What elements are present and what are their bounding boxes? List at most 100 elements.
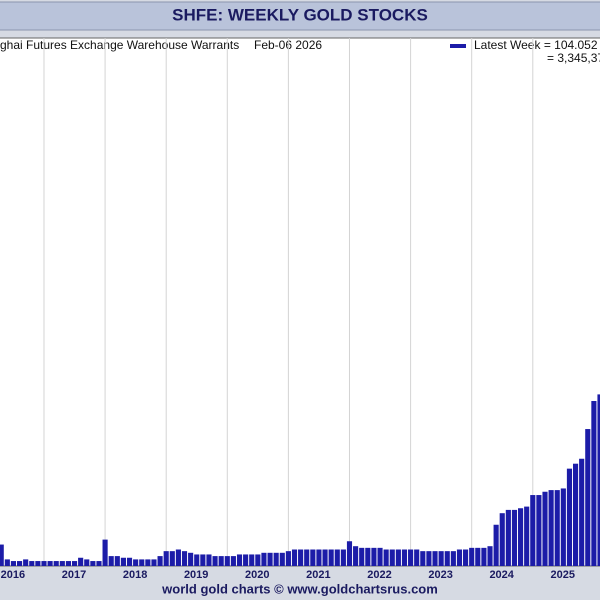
bar	[157, 556, 163, 566]
bar	[310, 549, 316, 566]
bar	[23, 559, 29, 566]
bar	[401, 549, 408, 566]
bar	[408, 549, 414, 566]
bar	[212, 556, 218, 566]
bar	[487, 546, 493, 566]
bar	[463, 549, 469, 566]
bar	[114, 556, 120, 566]
bar	[316, 549, 322, 566]
bar	[285, 551, 291, 566]
marks: 2016 2017 2018 2019 2020 2021 2022 2023 2024 2025	[0, 38, 600, 581]
bar	[597, 394, 600, 566]
bar	[181, 551, 188, 566]
bar	[414, 549, 420, 566]
bar	[194, 554, 200, 566]
bar	[365, 547, 371, 566]
bar	[481, 547, 487, 566]
bar	[53, 561, 59, 566]
bar	[108, 556, 114, 566]
bar	[279, 552, 285, 566]
bar	[139, 559, 145, 566]
bar	[322, 549, 328, 566]
bar	[218, 556, 224, 566]
bar	[59, 561, 65, 566]
bar	[542, 491, 548, 566]
bar	[29, 561, 35, 566]
x-tick-label: 2020	[245, 569, 269, 581]
bar	[456, 549, 463, 566]
bar	[395, 549, 401, 566]
bar	[255, 554, 261, 566]
bar	[200, 554, 206, 566]
bar	[389, 549, 395, 566]
bar	[450, 551, 456, 566]
bar	[298, 549, 304, 566]
bar	[566, 468, 573, 566]
bar	[188, 552, 194, 566]
bar	[304, 549, 310, 566]
x-tick-label: 2025	[551, 569, 575, 581]
bar	[340, 549, 346, 566]
bar	[102, 539, 108, 566]
bar	[438, 551, 444, 566]
bar	[371, 547, 377, 566]
bar	[230, 556, 236, 566]
bar	[133, 559, 139, 566]
bar	[84, 559, 90, 566]
bar	[151, 559, 157, 566]
bar	[383, 549, 389, 566]
footer: world gold charts © www.goldchartsrus.co…	[161, 581, 438, 596]
bar	[243, 554, 249, 566]
bar	[426, 551, 432, 566]
bar	[432, 551, 438, 566]
bar	[493, 524, 499, 566]
title-band	[0, 1, 600, 31]
bar	[96, 561, 102, 566]
bar	[71, 561, 78, 566]
bar	[273, 552, 279, 566]
bar	[585, 429, 591, 566]
bar	[359, 547, 365, 566]
bar	[175, 549, 181, 566]
bar	[511, 509, 518, 566]
bar	[35, 561, 41, 566]
bar	[554, 490, 560, 566]
bar	[469, 547, 475, 566]
x-tick-label: 2024	[489, 569, 514, 581]
legend-swatch	[450, 44, 466, 48]
x-tick-label: 2022	[367, 569, 391, 581]
bar	[518, 508, 524, 566]
bar	[328, 549, 334, 566]
bar	[163, 551, 169, 566]
bar	[10, 561, 17, 566]
bar	[548, 490, 554, 566]
bar	[224, 556, 230, 566]
bar	[420, 551, 426, 566]
x-tick-label: 2017	[62, 569, 86, 581]
bar	[353, 546, 359, 566]
x-tick-label: 2016	[1, 569, 25, 581]
bar	[65, 561, 71, 566]
plot-area	[0, 37, 600, 567]
bar	[41, 561, 47, 566]
bar	[47, 561, 53, 566]
bar	[346, 541, 353, 566]
subtitle: ghai Futures Exchange Warehouse Warrants	[0, 38, 239, 52]
chart-title: SHFE: WEEKLY GOLD STOCKS	[172, 5, 428, 24]
legend-text: = 3,345,37	[547, 51, 600, 65]
x-tick-label: 2018	[123, 569, 147, 581]
bar	[249, 554, 255, 566]
bar	[291, 549, 298, 566]
x-tick-label: 2021	[306, 569, 330, 581]
bar	[499, 513, 505, 566]
bar	[126, 557, 133, 566]
bar	[16, 561, 23, 566]
bar	[377, 547, 383, 566]
bar	[591, 401, 597, 566]
legend-text: Latest Week = 104.052	[474, 38, 598, 52]
x-tick-label: 2019	[184, 569, 208, 581]
bar	[0, 544, 4, 566]
bar	[505, 509, 511, 566]
